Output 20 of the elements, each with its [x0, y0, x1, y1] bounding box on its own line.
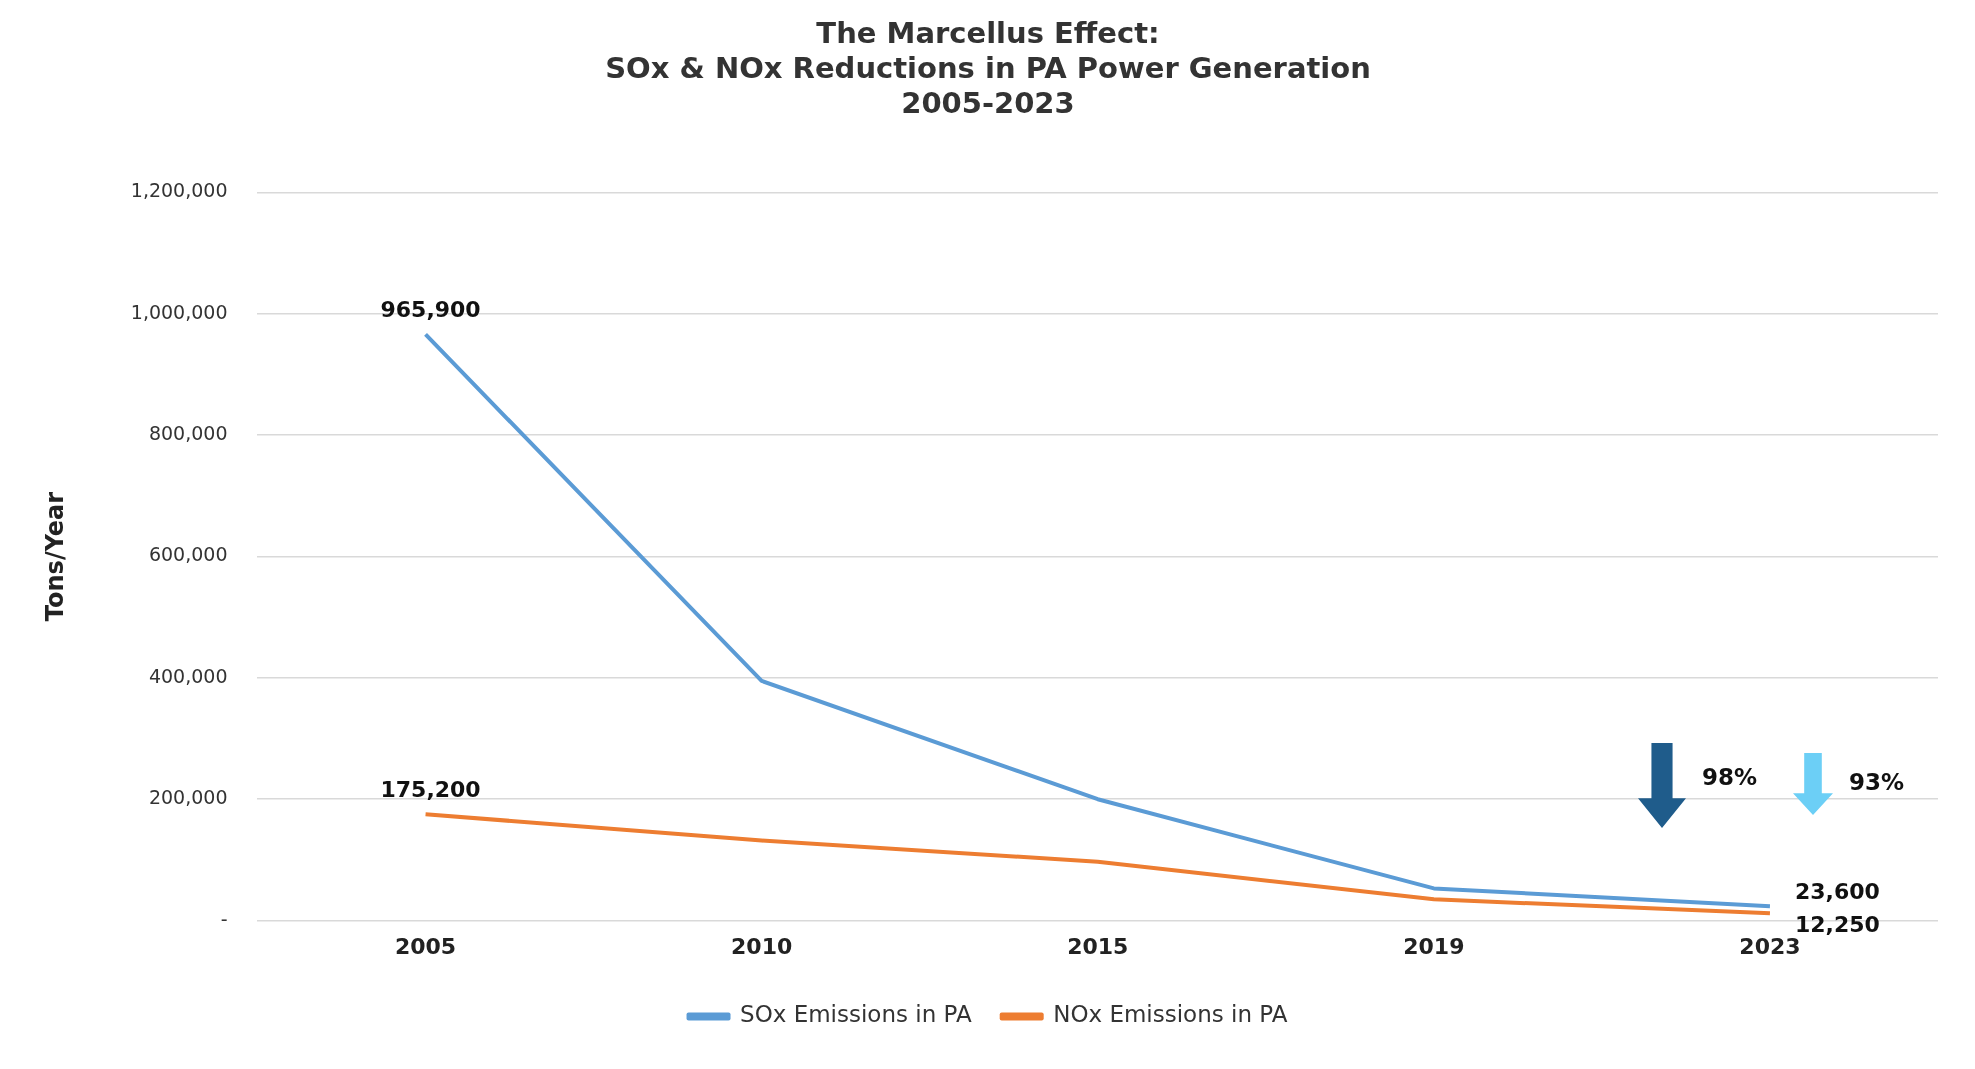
- chart-title: The Marcellus Effect: SOx & NOx Reductions in PA Power Generation 2005-2023: [605, 15, 1371, 120]
- y-tick-label: 200,000: [148, 786, 228, 809]
- y-axis-title: Tons/Year: [40, 491, 69, 622]
- x-tick-label: 2019: [1403, 933, 1465, 959]
- x-tick-label: 2010: [731, 933, 793, 959]
- annotation: 93%: [1849, 768, 1905, 795]
- annotation: 98%: [1702, 764, 1758, 791]
- y-tick-label: 1,200,000: [130, 179, 228, 202]
- y-tick-label: 1,000,000: [130, 300, 228, 323]
- y-tick-label: 400,000: [148, 664, 228, 687]
- data-label: 23,600: [1794, 879, 1880, 904]
- data-label: 175,200: [380, 777, 481, 802]
- legend-label: SOx Emissions in PA: [740, 1001, 972, 1028]
- y-tick-label: -: [220, 907, 228, 930]
- y-tick-label: 600,000: [148, 543, 228, 566]
- y-tick-label: 800,000: [148, 422, 228, 445]
- x-tick-label: 2015: [1067, 933, 1129, 959]
- legend-label: NOx Emissions in PA: [1053, 1001, 1288, 1028]
- x-tick-label: 2005: [394, 933, 457, 959]
- data-label: 965,900: [380, 297, 481, 323]
